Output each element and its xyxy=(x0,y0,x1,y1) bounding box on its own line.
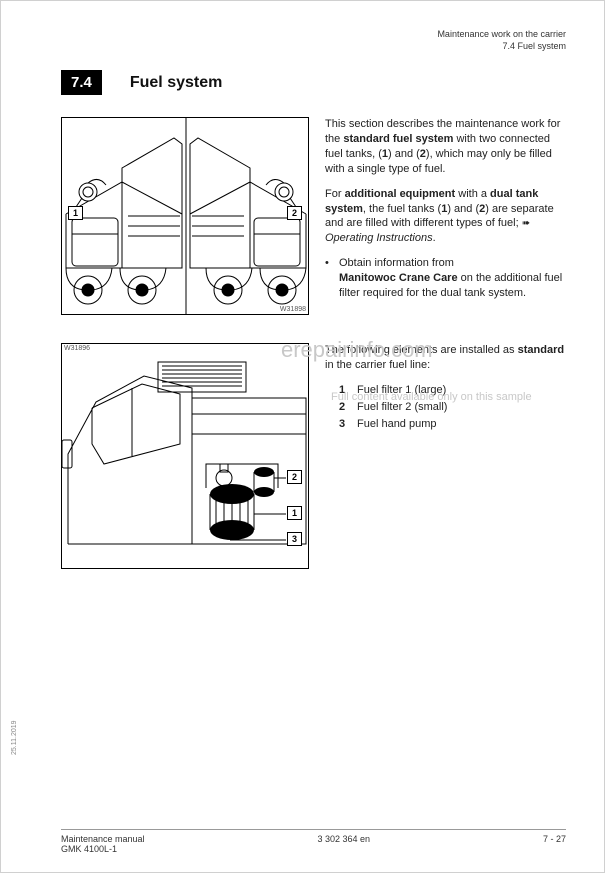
callout-1: 1 xyxy=(68,206,83,220)
callout-2b: 2 xyxy=(287,470,302,484)
callout-3b: 3 xyxy=(287,532,302,546)
section-heading: 7.4 Fuel system xyxy=(61,70,566,95)
callout-2: 2 xyxy=(287,206,302,220)
header-line-1: Maintenance work on the carrier xyxy=(61,29,566,41)
figure-fuel-tanks: 1 2 W31898 xyxy=(61,117,309,315)
numbered-list: 1Fuel filter 1 (large) 2Fuel filter 2 (s… xyxy=(339,383,566,432)
text-block-2: The following elements are installed as … xyxy=(325,343,566,433)
reference-arrow-icon: ➠ xyxy=(522,217,530,231)
header-line-2: 7.4 Fuel system xyxy=(61,41,566,53)
section-number: 7.4 xyxy=(61,70,102,95)
fuel-tanks-diagram xyxy=(62,118,309,315)
figure-id-label: W31898 xyxy=(280,306,306,313)
footer-right: 7 - 27 xyxy=(543,834,566,854)
side-date: 25.11.2019 xyxy=(11,720,18,755)
figure-fuel-filters: W31896 2 1 3 xyxy=(61,343,309,569)
list-item: 1Fuel filter 1 (large) xyxy=(339,383,566,398)
para-standard-elements: The following elements are installed as … xyxy=(325,343,566,373)
footer-left: Maintenance manual GMK 4100L-1 xyxy=(61,834,145,854)
bullet-crane-care: • Obtain information from Manitowoc Cran… xyxy=(325,256,566,301)
manual-page: Maintenance work on the carrier 7.4 Fuel… xyxy=(0,0,605,873)
page-header: Maintenance work on the carrier 7.4 Fuel… xyxy=(61,29,566,52)
callout-1b: 1 xyxy=(287,506,302,520)
para-standard-system: This section describes the maintenance w… xyxy=(325,117,566,176)
footer-center: 3 302 364 en xyxy=(317,834,370,854)
content-row-1: 1 2 W31898 This section describes the ma… xyxy=(61,117,566,315)
list-item: 2Fuel filter 2 (small) xyxy=(339,400,566,415)
para-dual-tank: For additional equipment with a dual tan… xyxy=(325,187,566,246)
bullet-dot-icon: • xyxy=(325,256,333,301)
text-block-1: This section describes the maintenance w… xyxy=(325,117,566,308)
content-row-2: W31896 2 1 3 The following elements are … xyxy=(61,343,566,569)
list-item: 3Fuel hand pump xyxy=(339,417,566,432)
figure-id-label-2: W31896 xyxy=(64,345,90,352)
fuel-filters-diagram xyxy=(62,344,309,569)
page-footer: Maintenance manual GMK 4100L-1 3 302 364… xyxy=(61,829,566,854)
section-title: Fuel system xyxy=(130,74,222,92)
